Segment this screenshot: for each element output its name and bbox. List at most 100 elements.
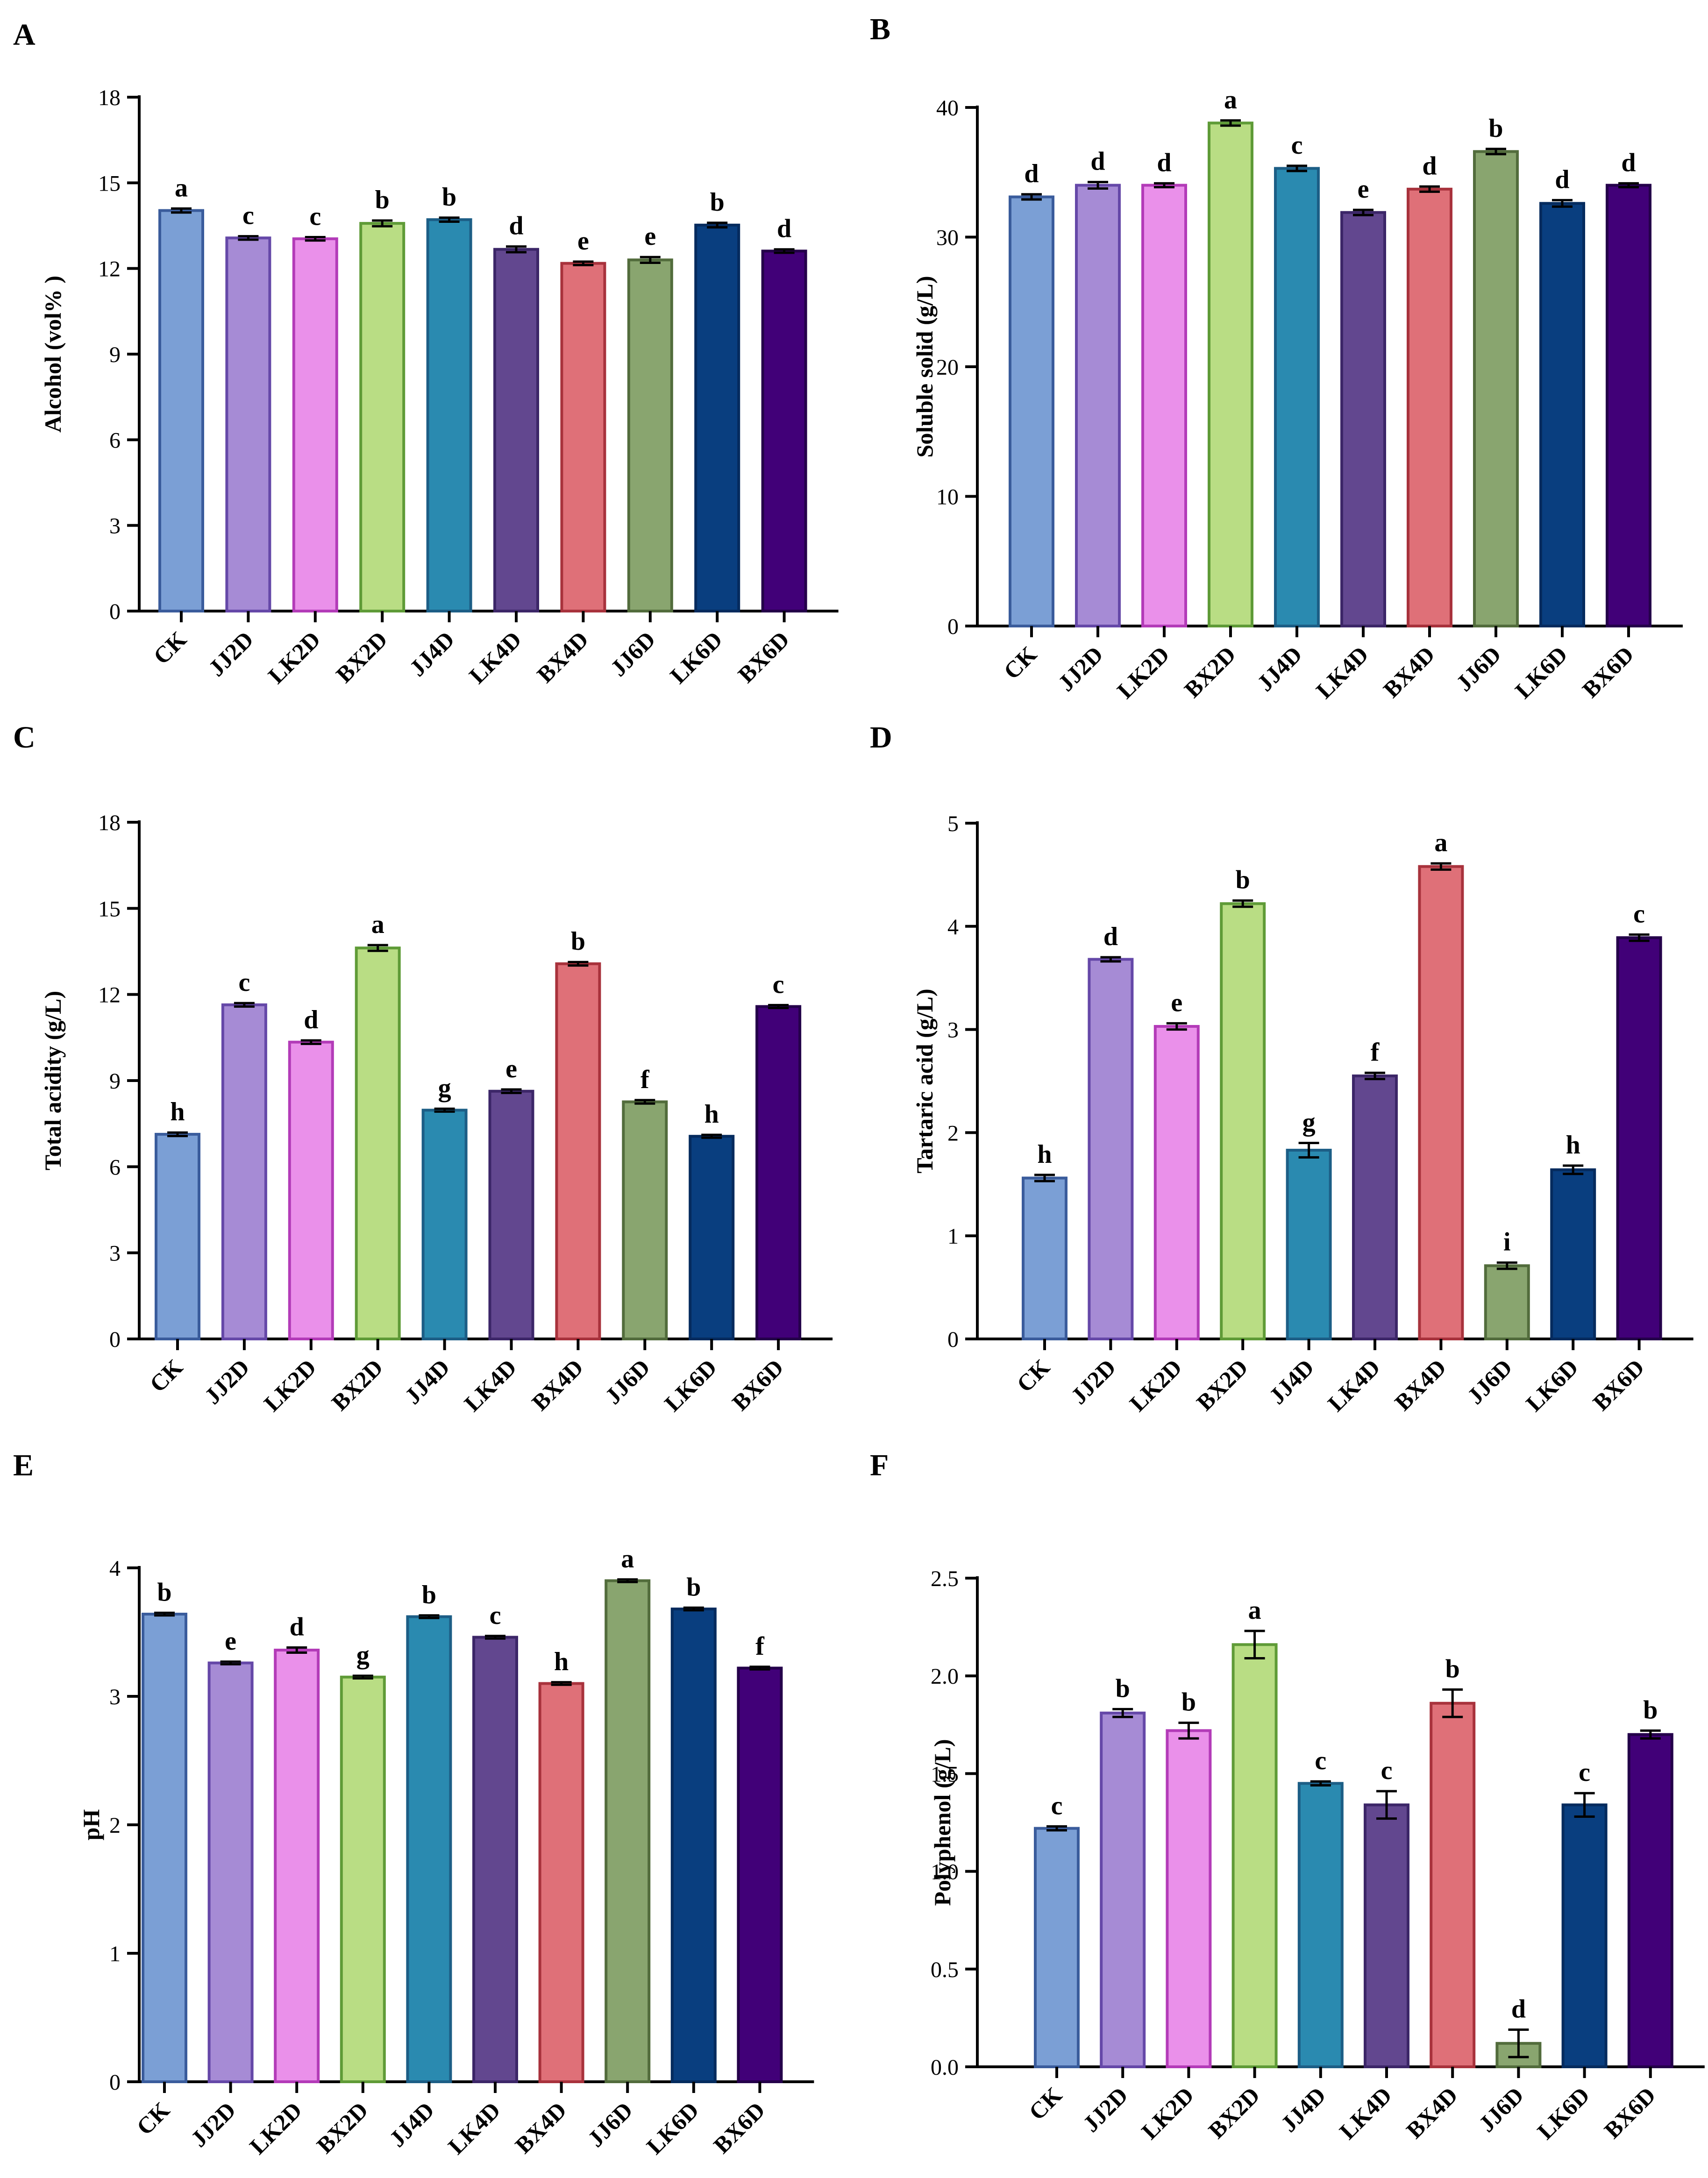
panel-f-error-bar-lk2d [1178,1722,1199,1740]
panel-a-error-bar-lk2d [305,235,326,242]
panel-b-letter-bx4d: d [1422,151,1437,180]
panel-a-y-axis-label: Alcohol (vol% ) [40,276,66,433]
panel-b-y-axis-label: Soluble solid (g/L) [911,276,938,458]
panel-b-error-bar-jj6d [1486,148,1506,156]
panel-f-y-tick-label: 2.5 [931,1566,959,1591]
panel-b-bar-bx2d [1208,121,1253,627]
panel-e-x-tick-label-bx4d: BX4D [510,2097,571,2158]
panel-c-x-tick-label-lk2d: LK2D [259,1354,321,1416]
panel-d-letter-ck: h [1037,1140,1052,1169]
panel-a-x-tick-label-bx4d: BX4D [532,626,593,688]
panel-b-x-tick-label-lk4d: LK4D [1311,641,1374,704]
panel-f-bar-bx2d [1231,1643,1278,2069]
panel-d-x-tick-label-bx4d: BX4D [1389,1354,1451,1416]
panel-d-x-tick-label-jj4d: JJ4D [1264,1354,1319,1409]
panel-f-error-bar-jj4d [1310,1780,1331,1787]
panel-f-y-tick-label: 0.5 [931,1957,959,1982]
panel-b-error-bar-bx2d [1220,119,1241,127]
panel-f-y-tick-label: 0.0 [931,2055,959,2080]
panel-b-bar-lk4d [1340,211,1386,627]
panel-c-error-bar-jj2d [234,1002,255,1008]
panel-b-letter-bx6d: d [1621,148,1636,177]
panel-c-error-bar-jj6d [634,1099,655,1105]
panel-e-x-tick-label-bx6d: BX6D [708,2097,770,2158]
panel-b-bar-bx6d [1606,184,1651,627]
panel-f-error-bar-lk4d [1376,1790,1397,1820]
panel-b-letter-ck: d [1024,159,1039,188]
panel-c-bar-jj4d [421,1109,468,1341]
panel-f-letter-lk4d: c [1381,1756,1393,1785]
panel-d-x-tick-label-lk6d: LK6D [1521,1354,1583,1416]
panel-d-x-tick-label-lk2d: LK2D [1124,1354,1187,1416]
panel-b-letter-bx2d: a [1224,85,1237,114]
panel-e-letter-lk4d: c [490,1601,501,1630]
panel-c-letter-jj2d: c [238,968,250,997]
panel-b-x-tick-label-jj6d: JJ6D [1451,641,1506,696]
panel-c-error-bar-lk4d [501,1088,522,1094]
panel-b-letter-jj4d: c [1291,131,1303,160]
panel-a-error-bar-lk6d [707,221,728,229]
panel-f-y-axis-label: Polyphenol (g/L) [929,1739,955,1906]
panel-a-error-bar-jj6d [640,256,661,264]
panel-d-letter-lk2d: e [1171,988,1182,1017]
panel-e-letter-lk2d: d [290,1613,304,1642]
panel-c-letter-jj6d: f [640,1065,650,1094]
panel-b-y-tick-label: 0 [947,614,959,639]
panel-b-x-tick-label-lk6d: LK6D [1510,641,1573,704]
panel-e-y-tick-label: 1 [109,1942,121,1966]
panel-b-y-tick-label: 10 [936,485,959,510]
panel-a-x-tick-label-lk6d: LK6D [665,626,727,689]
panel-b-error-bar-bx4d [1419,185,1440,193]
panel-d-y-tick-label: 1 [947,1224,959,1249]
panel-b: B 0 10 20 30 40 Soluble solid (g/L) d CK d JJ2D d L… [870,12,1683,704]
panel-b-error-bar-jj4d [1287,164,1307,172]
panel-f-letter-jj6d: d [1511,1995,1526,2024]
panel-d-bar-bx2d [1220,902,1266,1340]
panel-a-letter-lk2d: c [309,202,321,231]
panel-c-letter-bx4d: b [571,927,585,956]
panel-c-error-bar-ck [167,1131,188,1138]
panel-a-bar-lk6d [694,223,740,612]
panel-d-letter-jj6d: i [1503,1228,1511,1257]
panel-e-bar-lk2d [274,1649,320,2083]
panel-a-x-tick-label-lk4d: LK4D [464,626,527,689]
panel-c-bar-bx2d [355,947,401,1341]
panel-f-letter-lk2d: b [1181,1688,1196,1717]
panel-a-letter-bx6d: d [777,214,791,243]
panel-a-letter-lk4d: d [509,212,523,241]
panel-a-letter-bx4d: e [577,227,589,256]
panel-b-bar-jj4d [1274,167,1320,627]
panel-c-x-tick-label-lk4d: LK4D [459,1354,521,1416]
panel-a-letter-jj6d: e [644,222,656,251]
panel-c-y-tick-label: 9 [109,1069,121,1094]
panel-e-bar-jj4d [406,1615,452,2083]
panel-e-bar-lk6d [670,1608,717,2083]
panel-a-bar-bx4d [560,262,606,612]
panel-f-y-tick-label: 1.0 [931,1860,959,1885]
panel-a-error-bar-bx4d [573,260,594,266]
panel-d-error-bar-lk4d [1365,1071,1385,1081]
panel-d-bar-jj6d [1484,1264,1530,1340]
panel-a-y-tick-label: 3 [109,514,121,539]
panel-d-letter-jj4d: g [1302,1108,1316,1137]
panel-d-letter-bx2d: b [1236,866,1250,895]
panel-c-letter-bx6d: c [773,970,784,999]
panel-e-bar-bx2d [340,1675,386,2083]
panel-b-x-tick-label-jj2d: JJ2D [1053,641,1108,696]
panel-b-bar-jj6d [1473,150,1519,628]
panel-e-x-tick-label-lk2d: LK2D [244,2097,307,2159]
panel-e-x-tick-label-jj2d: JJ2D [185,2097,241,2152]
panel-f-bar-bx4d [1430,1701,1476,2068]
panel-a-y-tick-label: 0 [109,599,121,624]
panel-d-letter-jj2d: d [1103,922,1118,951]
panel-e-bar-bx6d [737,1666,783,2083]
panel-a-bar-bx2d [359,222,406,613]
panel-d-error-bar-lk2d [1166,1022,1187,1031]
panel-f-bar-lk6d [1561,1803,1608,2068]
panel-e-x-tick-label-lk6d: LK6D [641,2097,704,2159]
panel-e-error-bar-bx6d [749,1666,770,1671]
panel-b-error-bar-jj2d [1088,181,1108,190]
panel-a-label: A [13,18,36,52]
panel-b-bar-ck [1009,195,1054,628]
